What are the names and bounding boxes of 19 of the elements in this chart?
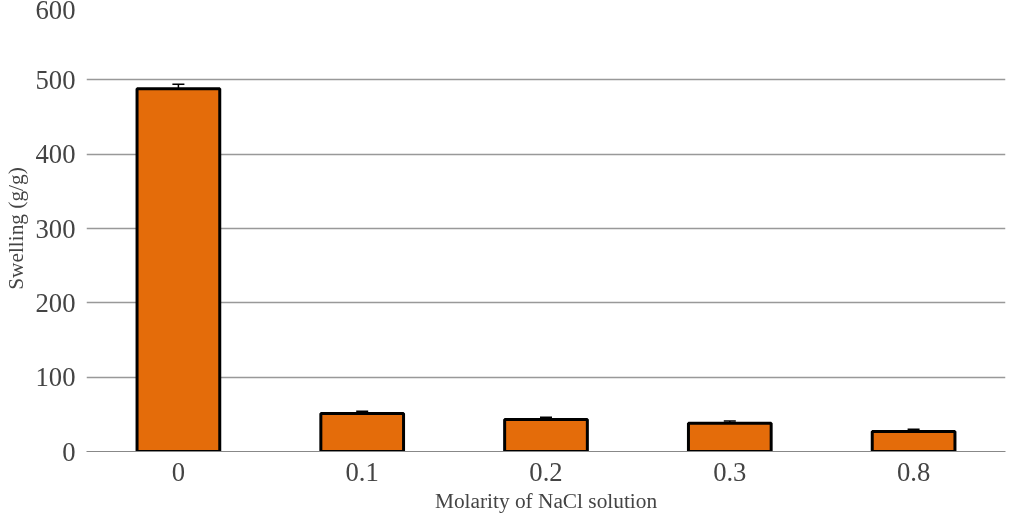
bar	[503, 418, 589, 452]
y-tick-label: 100	[35, 362, 76, 393]
y-axis-title: Swelling (g/g)	[3, 167, 28, 290]
x-tick-label: 0.2	[529, 456, 563, 487]
bar	[686, 421, 773, 452]
x-axis-title: Molarity of NaCl solution	[434, 488, 658, 513]
y-tick-label: 200	[35, 287, 76, 318]
x-tick-label: 0	[171, 456, 186, 487]
bar	[319, 412, 406, 452]
bar	[135, 87, 222, 452]
y-tick-label: 0	[62, 436, 76, 467]
x-tick-label: 0.3	[713, 456, 747, 487]
y-tick-label: 500	[35, 64, 76, 95]
bar	[870, 429, 957, 452]
x-tick-label: 0.8	[896, 456, 931, 487]
x-tick-label: 0.1	[345, 456, 379, 487]
y-tick-label: 600	[35, 0, 76, 25]
y-tick-label: 400	[35, 139, 76, 170]
y-tick-label: 300	[35, 213, 76, 244]
